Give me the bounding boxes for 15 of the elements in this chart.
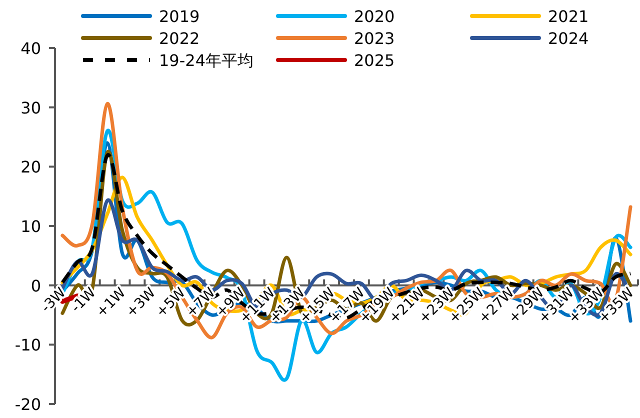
legend-label: 2020 [354, 7, 395, 26]
y-tick-label: 40 [20, 39, 41, 58]
legend-label: 2025 [354, 51, 395, 70]
y-tick-label: 20 [20, 158, 41, 177]
y-tick-label: 10 [20, 217, 41, 236]
y-tick-label: -20 [14, 395, 41, 414]
legend-label: 2019 [159, 7, 200, 26]
y-tick-label: 0 [30, 276, 41, 296]
y-tick-label: 30 [20, 98, 41, 118]
legend-label: 2021 [548, 7, 589, 26]
legend-label: 2022 [159, 29, 200, 48]
legend-label: 19-24年平均 [159, 51, 254, 70]
legend-label: 2024 [548, 29, 589, 48]
legend-label: 2023 [354, 29, 395, 48]
y-tick-label: -10 [14, 336, 41, 355]
